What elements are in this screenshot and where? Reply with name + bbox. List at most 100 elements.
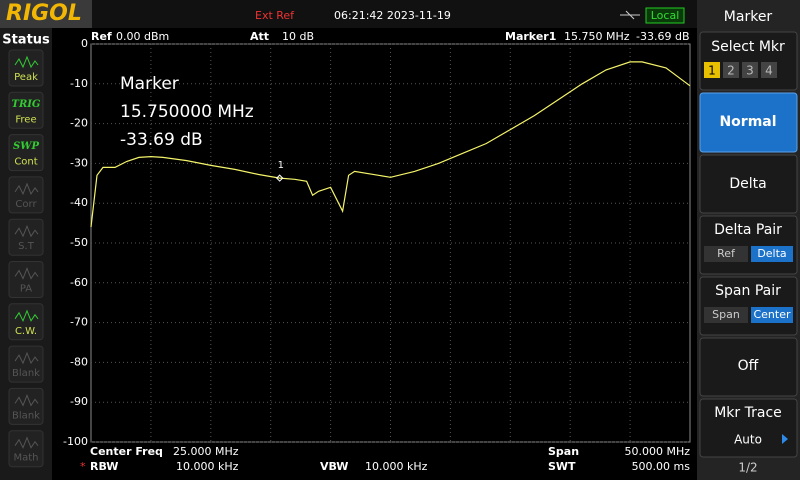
label: -33.69 dB: [120, 130, 203, 150]
label: Select Mkr: [711, 39, 785, 55]
label: SWP: [13, 141, 39, 152]
label: Math: [13, 453, 38, 464]
label: Cont: [14, 157, 37, 168]
label: Delta Pair: [714, 222, 782, 238]
label: 10.000 kHz: [176, 460, 239, 473]
label: 500.00 ms: [632, 460, 691, 473]
label: Delta: [729, 176, 766, 192]
label: 1: [708, 64, 716, 78]
label: VBW: [320, 460, 348, 473]
option-box: [704, 307, 748, 323]
label: 50.000 MHz: [624, 445, 690, 458]
label: 0.00 dBm: [116, 30, 169, 43]
status-icon: [14, 55, 39, 69]
marker: [275, 174, 284, 182]
label: Local: [651, 9, 680, 22]
label: Span: [712, 308, 740, 321]
label: -33.69 dB: [636, 30, 690, 43]
marker-label: 1: [278, 160, 284, 171]
label: 1/2: [738, 461, 757, 475]
label: 25.000 MHz: [173, 445, 239, 458]
label: Mkr Trace: [714, 405, 782, 421]
menu-button[interactable]: [699, 337, 798, 397]
status-icon-box: [8, 345, 44, 383]
status-icon-box: [8, 430, 44, 468]
status-icon: [14, 309, 39, 323]
label: TRIG: [12, 99, 41, 110]
label: 2: [727, 64, 735, 78]
label: Span Pair: [715, 283, 781, 299]
label: SWT: [548, 460, 576, 473]
y-tick-label: -100: [63, 435, 88, 448]
usb-icon: [620, 10, 640, 20]
label: 06:21:42 2023-11-19: [334, 9, 451, 22]
top-bar: [0, 0, 697, 28]
marker-select-box[interactable]: [761, 62, 777, 78]
menu-button[interactable]: [699, 92, 798, 153]
status-icon-box: [8, 387, 44, 425]
status-icon: [14, 267, 39, 280]
label: Ext Ref: [255, 9, 295, 22]
label: 10 dB: [282, 30, 314, 43]
label: Att: [250, 30, 269, 43]
y-tick-label: -90: [70, 395, 88, 408]
label: Center Freq: [90, 445, 163, 458]
status-icon-box: [8, 176, 44, 214]
y-tick-label: -10: [70, 77, 88, 90]
label: Auto: [734, 433, 762, 447]
label: Marker: [724, 9, 773, 25]
label: 3: [746, 64, 754, 78]
marker-select-box[interactable]: [723, 62, 739, 78]
label: Off: [738, 358, 759, 374]
y-tick-label: -80: [70, 355, 88, 368]
status-icon-box: [8, 49, 44, 87]
label: PA: [20, 284, 32, 295]
marker-select-box[interactable]: [704, 62, 720, 78]
label: Normal: [719, 114, 776, 130]
y-tick-label: -60: [70, 276, 88, 289]
label: S.T: [18, 241, 35, 252]
marker-select-box[interactable]: [742, 62, 758, 78]
label: Marker1: [505, 30, 556, 43]
label: Ref: [717, 247, 736, 260]
brand: RIGOL: [6, 1, 82, 26]
label: Span: [548, 445, 579, 458]
label: Center: [753, 308, 791, 321]
label: Blank: [12, 368, 40, 379]
status-icon-box: [8, 303, 44, 341]
option-box: [751, 246, 793, 262]
y-tick-label: -30: [70, 156, 88, 169]
y-tick-label: 0: [81, 37, 88, 50]
label: C.W.: [15, 326, 37, 337]
label: Peak: [14, 72, 38, 83]
label: Blank: [12, 410, 40, 421]
y-tick-label: -40: [70, 196, 88, 209]
label: 10.000 kHz: [365, 460, 428, 473]
status-icon: [14, 394, 39, 407]
trace: [90, 61, 691, 228]
menu-button[interactable]: [699, 154, 798, 214]
status-icon: [14, 351, 39, 365]
label: Marker: [120, 74, 179, 94]
status-icon-box: [8, 218, 44, 256]
option-box: [704, 246, 748, 262]
label: 4: [765, 64, 773, 78]
arrow-icon: [782, 434, 788, 444]
status-icon: [14, 182, 39, 196]
status-icon-box: [8, 261, 44, 298]
status-icon: [14, 436, 39, 449]
y-tick-label: -50: [70, 236, 88, 249]
status-icon-box: [8, 91, 44, 129]
label: Status: [2, 33, 50, 48]
status-icon: [14, 224, 39, 238]
menu-button[interactable]: [699, 398, 798, 458]
label: RBW: [90, 460, 118, 473]
label: 15.750 MHz: [564, 30, 630, 43]
status-icon-box: [8, 134, 44, 172]
label: 15.750000 MHz: [120, 102, 254, 122]
y-tick-label: -70: [70, 316, 88, 329]
local-box: [645, 7, 685, 24]
brand-box: [0, 0, 92, 28]
